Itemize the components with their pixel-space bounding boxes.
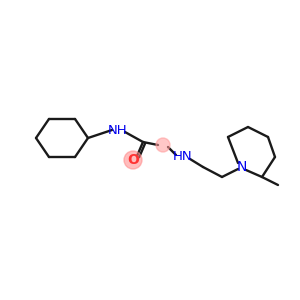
Text: HN: HN (173, 151, 193, 164)
Text: N: N (237, 160, 247, 174)
Text: O: O (127, 153, 139, 167)
Text: NH: NH (108, 124, 128, 136)
Circle shape (124, 151, 142, 169)
Circle shape (156, 138, 170, 152)
